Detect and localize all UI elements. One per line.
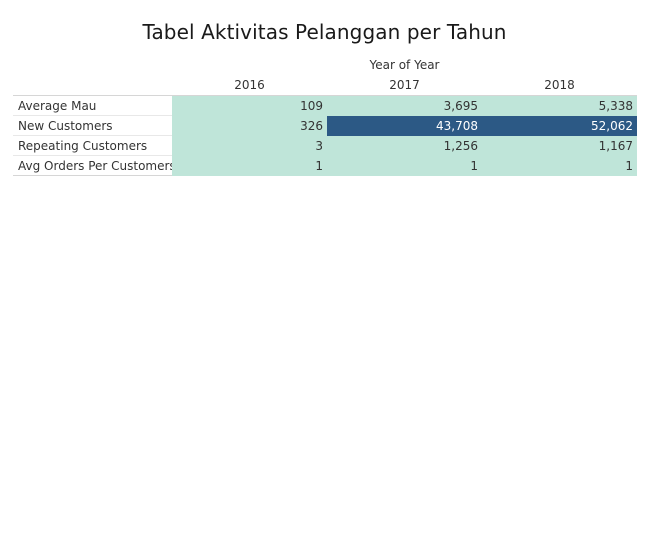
cell-average-mau-2016[interactable]: 109 [172,96,327,116]
table-row-avg-orders: Avg Orders Per Customers 1 1 1 [13,156,637,176]
column-header-2018[interactable]: 2018 [544,78,575,92]
cell-repeating-customers-2016[interactable]: 3 [172,136,327,156]
cell-average-mau-2018[interactable]: 5,338 [482,96,637,116]
table-row-repeating-customers: Repeating Customers 3 1,256 1,167 [13,136,637,156]
row-label-average-mau[interactable]: Average Mau [13,96,172,116]
cell-avg-orders-2016[interactable]: 1 [172,156,327,176]
cell-avg-orders-2018[interactable]: 1 [482,156,637,176]
table-row-average-mau: Average Mau 109 3,695 5,338 [13,96,637,116]
cell-new-customers-2017[interactable]: 43,708 [327,116,482,136]
chart-title: Tabel Aktivitas Pelanggan per Tahun [142,20,507,44]
row-label-repeating-customers[interactable]: Repeating Customers [13,136,172,156]
cell-repeating-customers-2018[interactable]: 1,167 [482,136,637,156]
cell-avg-orders-2017[interactable]: 1 [327,156,482,176]
cell-average-mau-2017[interactable]: 3,695 [327,96,482,116]
row-label-avg-orders[interactable]: Avg Orders Per Customers [13,156,176,176]
table-row-new-customers: New Customers 326 43,708 52,062 [13,116,637,136]
table-body: Average Mau 109 3,695 5,338 New Customer… [13,96,637,176]
header-divider [13,95,637,96]
cell-new-customers-2018[interactable]: 52,062 [482,116,637,136]
cell-new-customers-2016[interactable]: 326 [172,116,327,136]
column-group-header: Year of Year [369,58,440,72]
row-label-new-customers[interactable]: New Customers [13,116,172,136]
cell-repeating-customers-2017[interactable]: 1,256 [327,136,482,156]
column-headers: 2016 2017 2018 [172,78,637,96]
column-header-2016[interactable]: 2016 [234,78,265,92]
column-header-2017[interactable]: 2017 [389,78,420,92]
